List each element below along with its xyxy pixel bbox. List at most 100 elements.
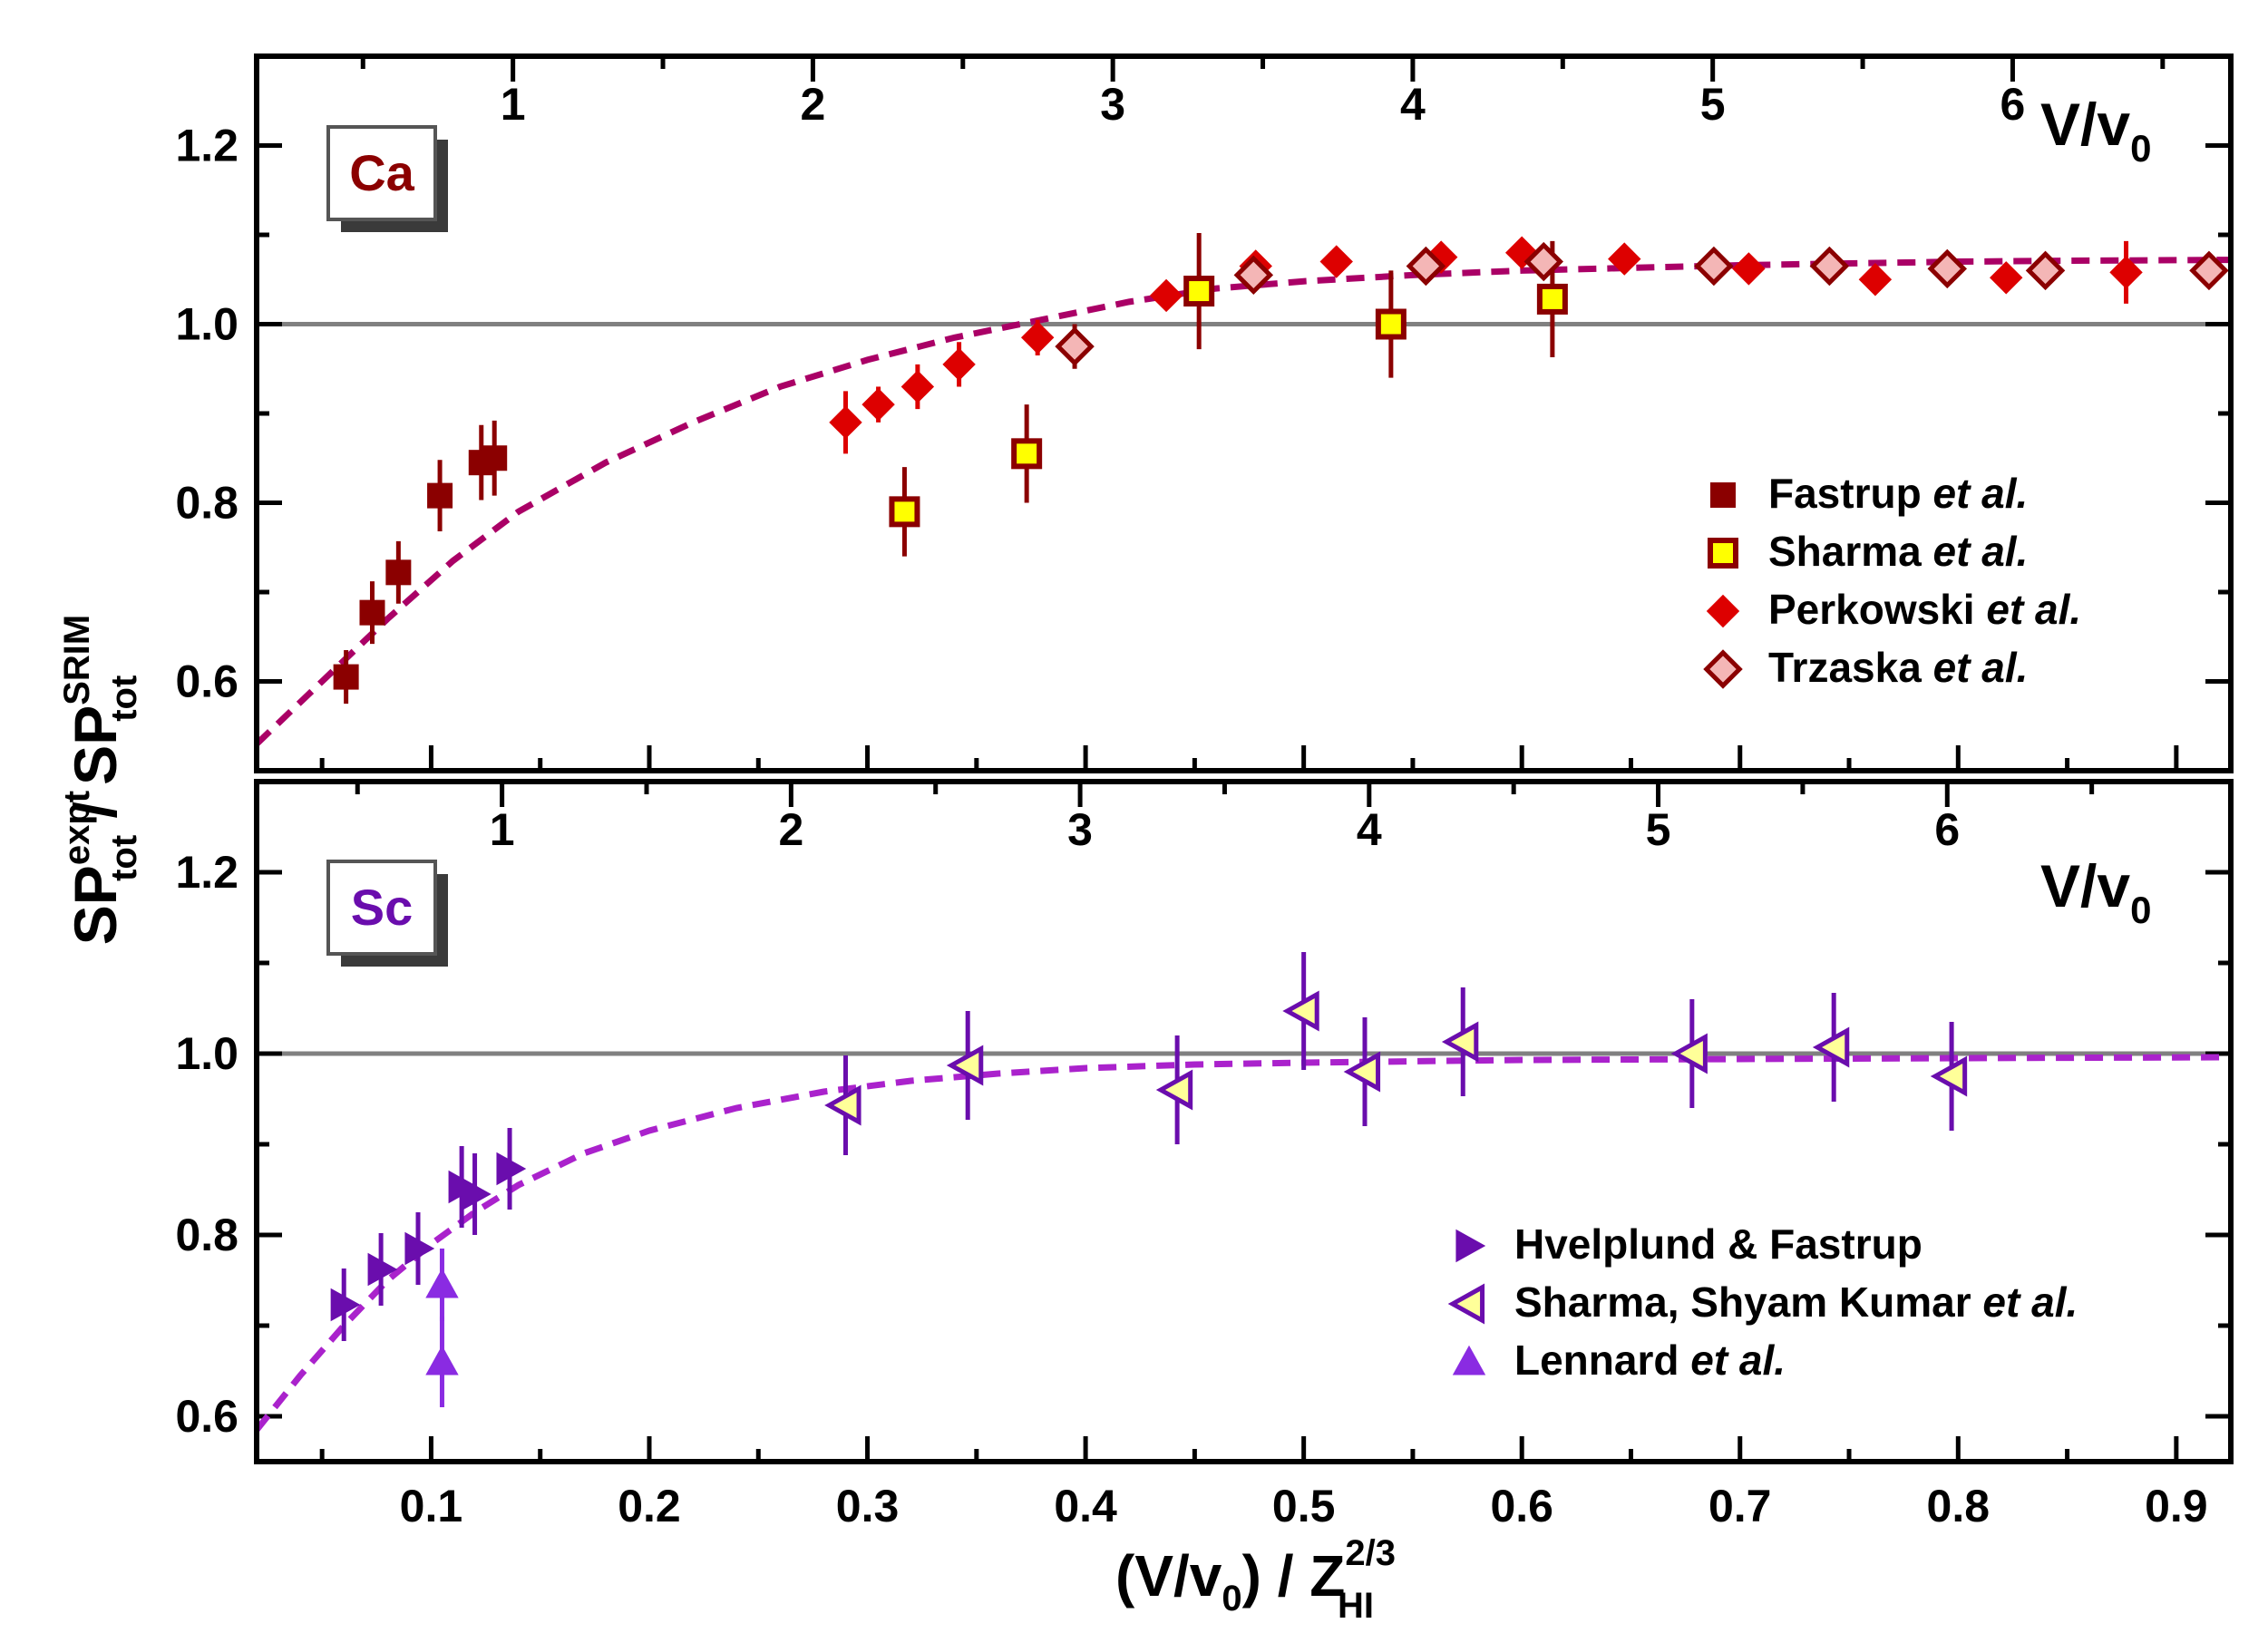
data-point	[1694, 246, 1734, 287]
data-point	[404, 1231, 435, 1266]
series-perkowski	[829, 236, 2143, 454]
fit-curve	[257, 257, 2231, 746]
data-point	[942, 347, 976, 382]
data-point	[425, 1268, 459, 1298]
legend-label: Trzaska et al.	[1768, 644, 2028, 691]
data-point	[427, 482, 453, 509]
data-point	[461, 1177, 492, 1211]
x-label-sub: HI	[1338, 1586, 1374, 1626]
element-badge: Sc	[326, 860, 448, 967]
top-axis-tick-label: 6	[2000, 79, 2026, 130]
data-point	[1055, 326, 1095, 366]
data-point	[1812, 1026, 1850, 1068]
top-axis-tick-label: 4	[1357, 804, 1382, 855]
legend-name: Sharma, Shyam Kumar	[1514, 1278, 1971, 1326]
top-axis-tick-label: 1	[501, 79, 526, 130]
legend-name: Lennard	[1514, 1337, 1679, 1384]
y-label-den-sup: SRIM	[57, 615, 97, 705]
badge-label: Sc	[351, 879, 414, 936]
legend-name: Sharma	[1768, 528, 1922, 575]
y-tick-label: 1.0	[175, 299, 238, 350]
x-tick-label: 0.6	[1490, 1481, 1553, 1531]
legend-marker	[1703, 649, 1743, 689]
data-point	[385, 559, 412, 586]
series-hvelplund-fastrup	[330, 1128, 527, 1341]
sc-panel: 0.6 0.8 1.0 1.2 0.1 0.2 0.3 0.4 0.5 0.6 0.7 0.8 0.9 1…	[175, 779, 2234, 1531]
data-point	[1809, 246, 1850, 287]
legend-label: Perkowski et al.	[1768, 586, 2081, 633]
data-point	[829, 405, 862, 440]
y-tick-label: 0.6	[175, 1391, 238, 1442]
data-point	[900, 370, 935, 403]
data-point	[2189, 250, 2229, 291]
top-axis-tick-label: 5	[1646, 804, 1671, 855]
legend-suffix: et al.	[1922, 644, 2029, 691]
x-label-mid: ) / Z	[1242, 1543, 1346, 1609]
data-point	[946, 1045, 984, 1086]
y-tick-label: 0.8	[175, 1210, 238, 1260]
data-point	[2025, 250, 2066, 291]
data-point	[2109, 256, 2143, 289]
legend-label: Lennard et al.	[1514, 1337, 1786, 1384]
data-point	[1149, 278, 1183, 313]
legend-name: Perkowski	[1768, 586, 1975, 633]
data-point	[1375, 308, 1407, 340]
data-point	[1927, 248, 1968, 289]
legend-suffix: et al.	[1922, 528, 2029, 575]
top-axis-tick-label: 3	[1100, 79, 1125, 130]
badge-box	[326, 860, 437, 956]
data-point	[1732, 252, 1766, 286]
data-point	[425, 1345, 459, 1375]
data-point	[1523, 241, 1563, 282]
legend-marker	[1455, 1229, 1486, 1263]
data-point	[359, 599, 385, 626]
fit-curve	[257, 1054, 2231, 1433]
y-tick-label: 1.2	[175, 121, 238, 171]
top-axis-label: V/v0	[2040, 91, 2151, 170]
axes-frame	[254, 53, 2234, 773]
legend-marker	[1706, 594, 1740, 628]
y-label-den-sub: tot	[104, 676, 144, 722]
data-point	[1282, 990, 1319, 1032]
x-tick-label: 0.9	[2145, 1481, 2208, 1531]
top-axis-tick-label: 4	[1400, 79, 1426, 130]
data-point	[1990, 261, 2023, 295]
series-trzaska	[1055, 241, 2229, 369]
element-badge: Ca	[326, 125, 448, 232]
data-point	[1155, 1069, 1193, 1111]
legend-suffix: et al.	[1679, 1337, 1786, 1384]
data-point	[1343, 1051, 1381, 1093]
data-point	[333, 664, 359, 690]
x-axis-label: (V/v0) / Z2/3 HI	[1115, 1533, 1396, 1626]
top-axis-label-sub: 0	[2130, 127, 2151, 170]
top-axis-tick-label: 5	[1700, 79, 1726, 130]
data-point	[889, 496, 920, 528]
x-label-pre: (V/v	[1115, 1543, 1222, 1609]
x-tick-label: 0.2	[618, 1481, 681, 1531]
data-point	[1406, 246, 1446, 287]
data-point	[1536, 283, 1568, 315]
top-axis-tick-label: 1	[490, 804, 515, 855]
legend-label: Fastrup et al.	[1768, 470, 2028, 517]
y-label-separator: /	[62, 785, 129, 835]
legend-marker	[1447, 1283, 1485, 1325]
data-point	[861, 387, 895, 422]
data-point	[330, 1288, 361, 1322]
data-point	[496, 1152, 527, 1186]
legend-marker	[1452, 1345, 1486, 1375]
legend-suffix: et al.	[1971, 1278, 2078, 1326]
data-point	[1441, 1021, 1479, 1063]
data-point	[1319, 245, 1353, 278]
y-label-num-sup: expt	[57, 791, 97, 865]
y-tick-label: 1.2	[175, 847, 238, 898]
legend-name: Hvelplund & Fastrup	[1514, 1220, 1922, 1268]
top-axis-label: V/v0	[2040, 852, 2151, 931]
legend-marker	[1710, 482, 1736, 508]
legend-suffix: et al.	[1922, 470, 2029, 517]
y-tick-label: 1.0	[175, 1028, 238, 1079]
data-point	[1930, 1055, 1968, 1097]
series-lennard	[425, 1249, 459, 1407]
